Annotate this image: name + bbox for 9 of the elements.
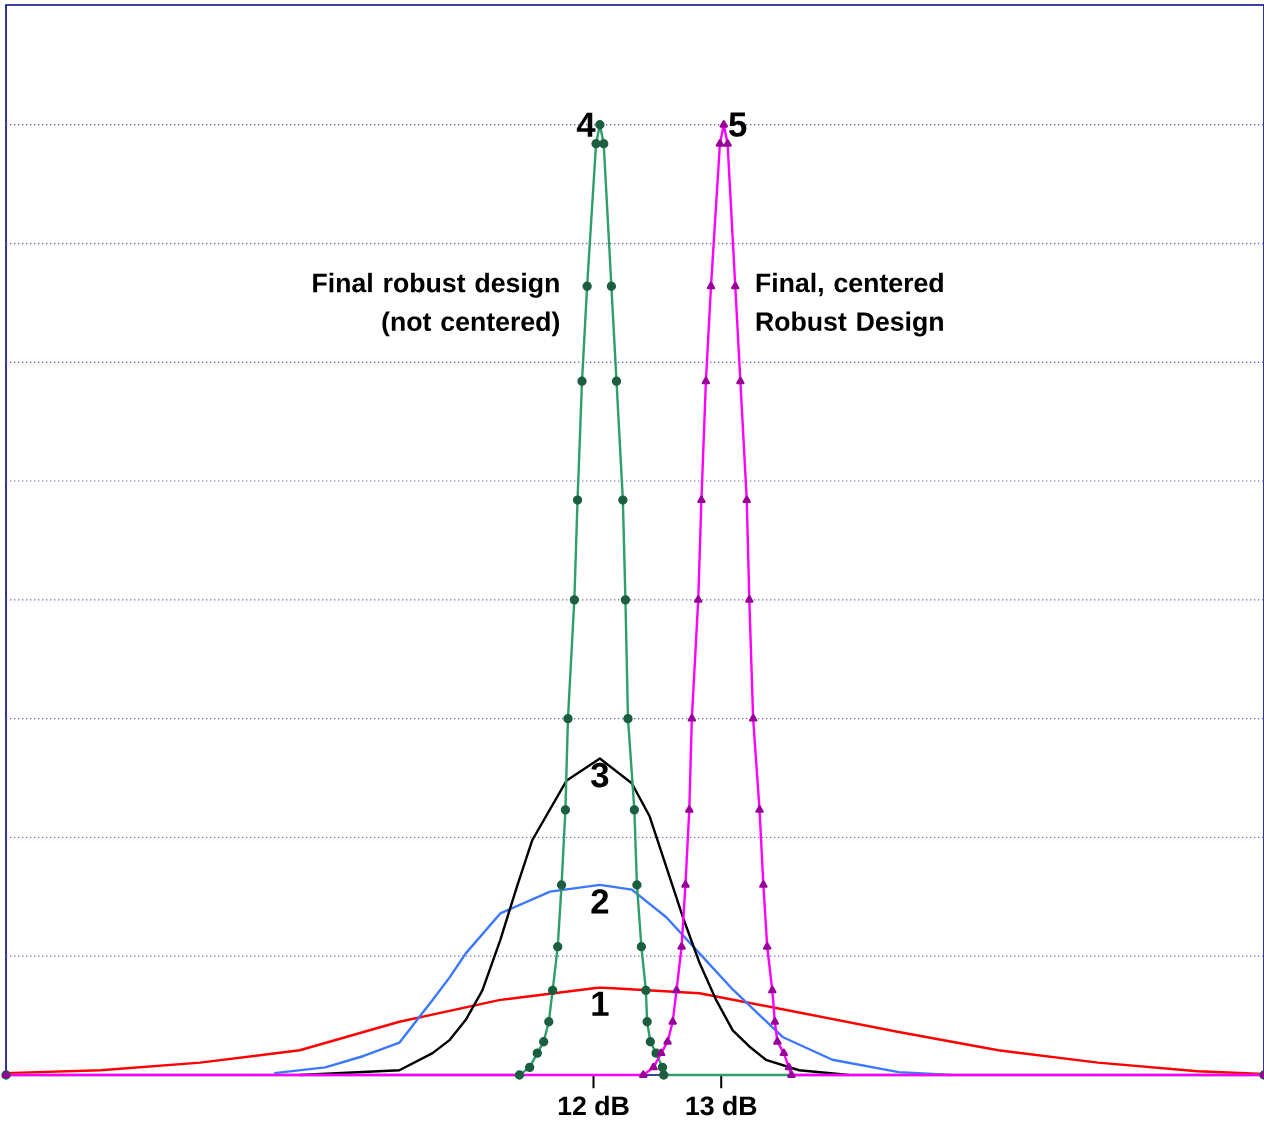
series-label: 5 (729, 112, 747, 137)
x-tick-label: 12 dB (558, 1095, 629, 1116)
series-label: 3 (591, 762, 609, 788)
annotation: Final robust design (not centered) (313, 272, 560, 337)
annotation: Final, centered Robust Design (756, 272, 943, 337)
series-label: 4 (576, 112, 596, 137)
series-label: 1 (592, 991, 609, 1016)
x-tick-label: 13 dB (686, 1095, 757, 1116)
series-label: 2 (591, 889, 609, 914)
